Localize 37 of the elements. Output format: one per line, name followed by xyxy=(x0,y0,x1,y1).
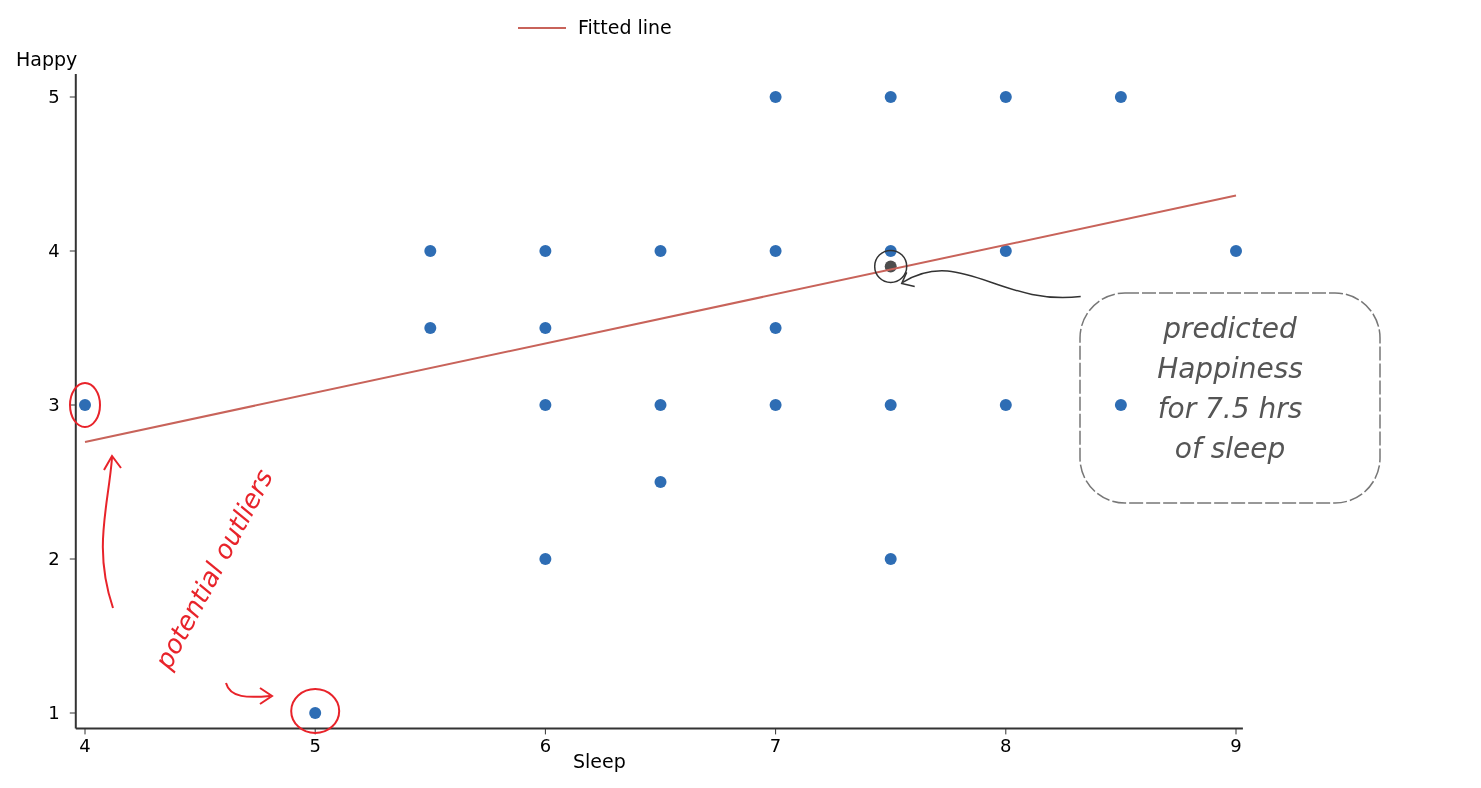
y-tick-label: 2 xyxy=(48,548,60,569)
point xyxy=(884,399,897,411)
y-tick-label: 4 xyxy=(48,240,60,261)
point xyxy=(999,245,1012,257)
legend-label: Fitted line xyxy=(578,16,672,38)
point xyxy=(654,476,667,488)
point xyxy=(654,399,667,411)
point xyxy=(1114,91,1127,103)
point xyxy=(769,322,782,334)
point xyxy=(539,322,552,334)
point xyxy=(654,245,667,257)
point xyxy=(999,399,1012,411)
point xyxy=(769,91,782,103)
point xyxy=(1114,399,1127,411)
y-tick-label: 5 xyxy=(48,86,60,107)
point xyxy=(884,553,897,565)
point xyxy=(539,399,552,411)
x-axis-title: Sleep xyxy=(572,750,626,773)
x-tick-label: 7 xyxy=(769,735,782,757)
x-tick-label: 9 xyxy=(1230,735,1242,757)
point xyxy=(424,245,437,257)
x-tick-label: 8 xyxy=(1000,735,1012,757)
point xyxy=(999,91,1012,103)
y-axis-title: Happy xyxy=(16,47,78,70)
y-tick-label: 1 xyxy=(48,702,60,723)
point xyxy=(1230,245,1242,257)
point xyxy=(539,553,552,565)
x-tick-label: 5 xyxy=(309,735,321,757)
point xyxy=(424,322,437,334)
point xyxy=(539,245,552,257)
x-tick-label: 6 xyxy=(539,735,552,757)
x-tick-label: 4 xyxy=(79,735,91,757)
point xyxy=(769,245,782,257)
point xyxy=(884,91,897,103)
y-tick-label: 3 xyxy=(48,394,60,415)
point xyxy=(769,399,782,411)
annotation: predicted Happiness for 7.5 hrs of sleep xyxy=(1157,312,1303,465)
